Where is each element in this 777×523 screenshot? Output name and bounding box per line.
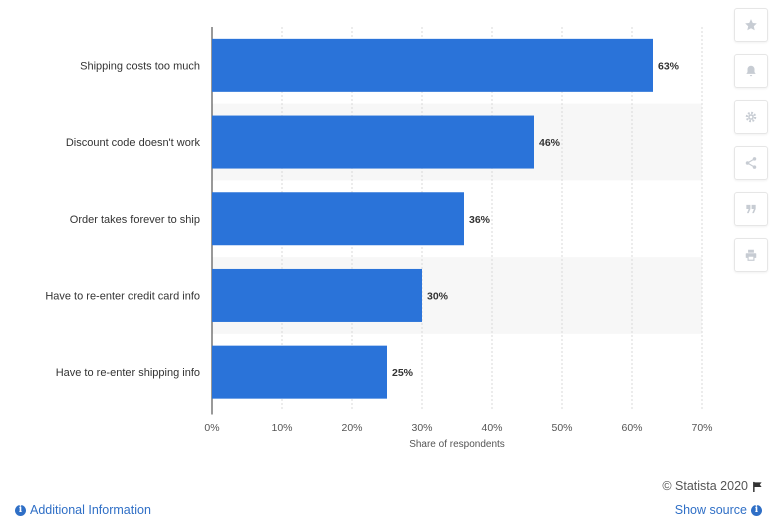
data-label: 63% [658, 60, 680, 72]
additional-information-link[interactable]: i Additional Information [15, 503, 151, 517]
bar[interactable] [212, 115, 534, 169]
quote-icon [746, 204, 756, 214]
data-label: 46% [539, 137, 561, 149]
x-tick-label: 10% [271, 422, 292, 434]
notification-button[interactable] [734, 54, 768, 88]
bar[interactable] [212, 268, 422, 322]
category-label: Shipping costs too much [80, 60, 200, 72]
x-tick-label: 50% [551, 422, 572, 434]
gear-icon [745, 111, 757, 123]
x-axis-ticks: 0% 10% 20% 30% 40% 50% 60% 70% [204, 422, 712, 434]
copyright-notice: © Statista 2020 [662, 479, 763, 493]
data-label: 30% [427, 290, 449, 302]
settings-button[interactable] [734, 100, 768, 134]
category-label: Have to re-enter shipping info [56, 367, 200, 379]
x-tick-label: 20% [341, 422, 362, 434]
data-label: 25% [392, 367, 414, 379]
x-tick-label: 70% [691, 422, 712, 434]
info-icon: i [15, 504, 26, 516]
side-toolbar [734, 8, 768, 284]
x-tick-label: 30% [411, 422, 432, 434]
bell-icon [746, 65, 756, 77]
bar[interactable] [212, 38, 653, 92]
copyright-text: © Statista 2020 [662, 479, 748, 493]
x-axis-title: Share of respondents [409, 439, 505, 450]
x-tick-label: 60% [621, 422, 642, 434]
share-button[interactable] [734, 146, 768, 180]
value-labels: 63% 46% 36% 30% 25% [392, 60, 680, 379]
share-icon [745, 157, 757, 169]
favorite-button[interactable] [734, 8, 768, 42]
additional-information-label: Additional Information [30, 503, 151, 517]
flag-icon [753, 481, 762, 492]
cite-button[interactable] [734, 192, 768, 226]
bar[interactable] [212, 192, 464, 246]
x-tick-label: 40% [481, 422, 502, 434]
category-label: Have to re-enter credit card info [45, 290, 200, 302]
category-labels: Shipping costs too much Discount code doe… [45, 60, 200, 379]
category-label: Order takes forever to ship [70, 214, 200, 226]
star-icon [745, 19, 757, 31]
bar[interactable] [212, 345, 387, 399]
info-icon: i [751, 504, 762, 516]
category-label: Discount code doesn't work [66, 137, 201, 149]
show-source-link[interactable]: Show source i [675, 503, 762, 517]
print-icon [745, 249, 757, 261]
show-source-label: Show source [674, 503, 747, 517]
data-label: 36% [469, 214, 491, 226]
print-button[interactable] [734, 238, 768, 272]
bars [212, 38, 653, 399]
x-tick-label: 0% [204, 422, 219, 434]
